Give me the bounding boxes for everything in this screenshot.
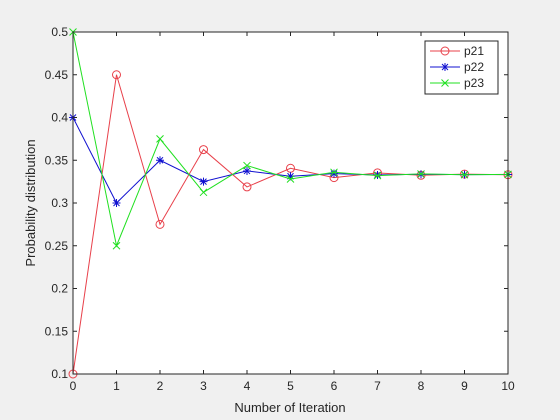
y-tick-label: 0.25	[45, 239, 69, 253]
y-axis-label: Probability distribution	[23, 139, 38, 266]
legend-marker-p23	[441, 79, 449, 87]
data-point-p21-3	[199, 145, 208, 155]
legend-item-p22: p22	[430, 60, 484, 74]
data-point-p23-8	[417, 170, 425, 178]
x-tick-label: 4	[244, 379, 251, 393]
legend-marker-p22	[441, 63, 449, 71]
y-tick-label: 0.1	[51, 367, 68, 381]
x-tick-label: 1	[113, 379, 120, 393]
data-point-p22-5	[286, 172, 295, 181]
x-tick-label: 6	[331, 379, 338, 393]
x-tick-label: 7	[374, 379, 381, 393]
series-layer	[68, 28, 513, 379]
y-tick-label: 0.2	[51, 282, 68, 296]
data-point-p23-9	[460, 170, 469, 179]
legend-marker-p21	[440, 46, 450, 56]
x-tick-label: 2	[157, 379, 164, 393]
data-point-p23-2	[156, 135, 164, 143]
x-tick-label: 5	[287, 379, 294, 393]
data-point-p23-1	[112, 241, 121, 250]
legend-label-p21: p21	[464, 44, 484, 58]
legend-item-p21: p21	[430, 44, 484, 58]
data-point-p22-3	[199, 177, 208, 186]
legend: p21 p22 p23	[424, 40, 499, 95]
x-tick-label: 0	[70, 379, 77, 393]
data-point-p22-1	[112, 199, 121, 207]
y-tick-label: 0.5	[51, 25, 68, 39]
data-point-p23-3	[199, 188, 208, 197]
data-point-p23-5	[286, 175, 295, 183]
data-point-p21-2	[155, 219, 165, 229]
x-tick-label: 3	[200, 379, 207, 393]
data-point-p22-2	[156, 156, 164, 165]
y-tick-label: 0.15	[45, 324, 69, 338]
legend-label-p22: p22	[464, 60, 484, 74]
data-point-p22-6	[330, 169, 338, 178]
legend-item-p23: p23	[430, 76, 484, 90]
x-axis-label: Number of Iteration	[234, 400, 345, 415]
x-tick-label: 9	[461, 379, 468, 393]
data-point-p23-7	[373, 171, 382, 180]
data-point-p21-4	[242, 182, 252, 192]
data-point-p22-4	[243, 166, 251, 175]
x-tick-label: 10	[501, 379, 515, 393]
data-point-p23-6	[330, 168, 338, 177]
y-tick-label: 0.4	[51, 111, 68, 125]
y-tick-label: 0.3	[51, 196, 68, 210]
data-point-p23-4	[243, 161, 251, 170]
series-p23	[69, 28, 512, 250]
y-tick-label: 0.35	[45, 153, 69, 167]
y-tick-label: 0.45	[45, 68, 69, 82]
x-tick-label: 8	[418, 379, 425, 393]
data-point-p21-1	[112, 70, 121, 80]
legend-label-p23: p23	[464, 76, 484, 90]
axes-layer: 0 1 2 3 4 5 6 7 8 9 10 0.1 0.15 0.2 0.25 0.3 0.35 0.4 0.45…	[45, 25, 515, 393]
